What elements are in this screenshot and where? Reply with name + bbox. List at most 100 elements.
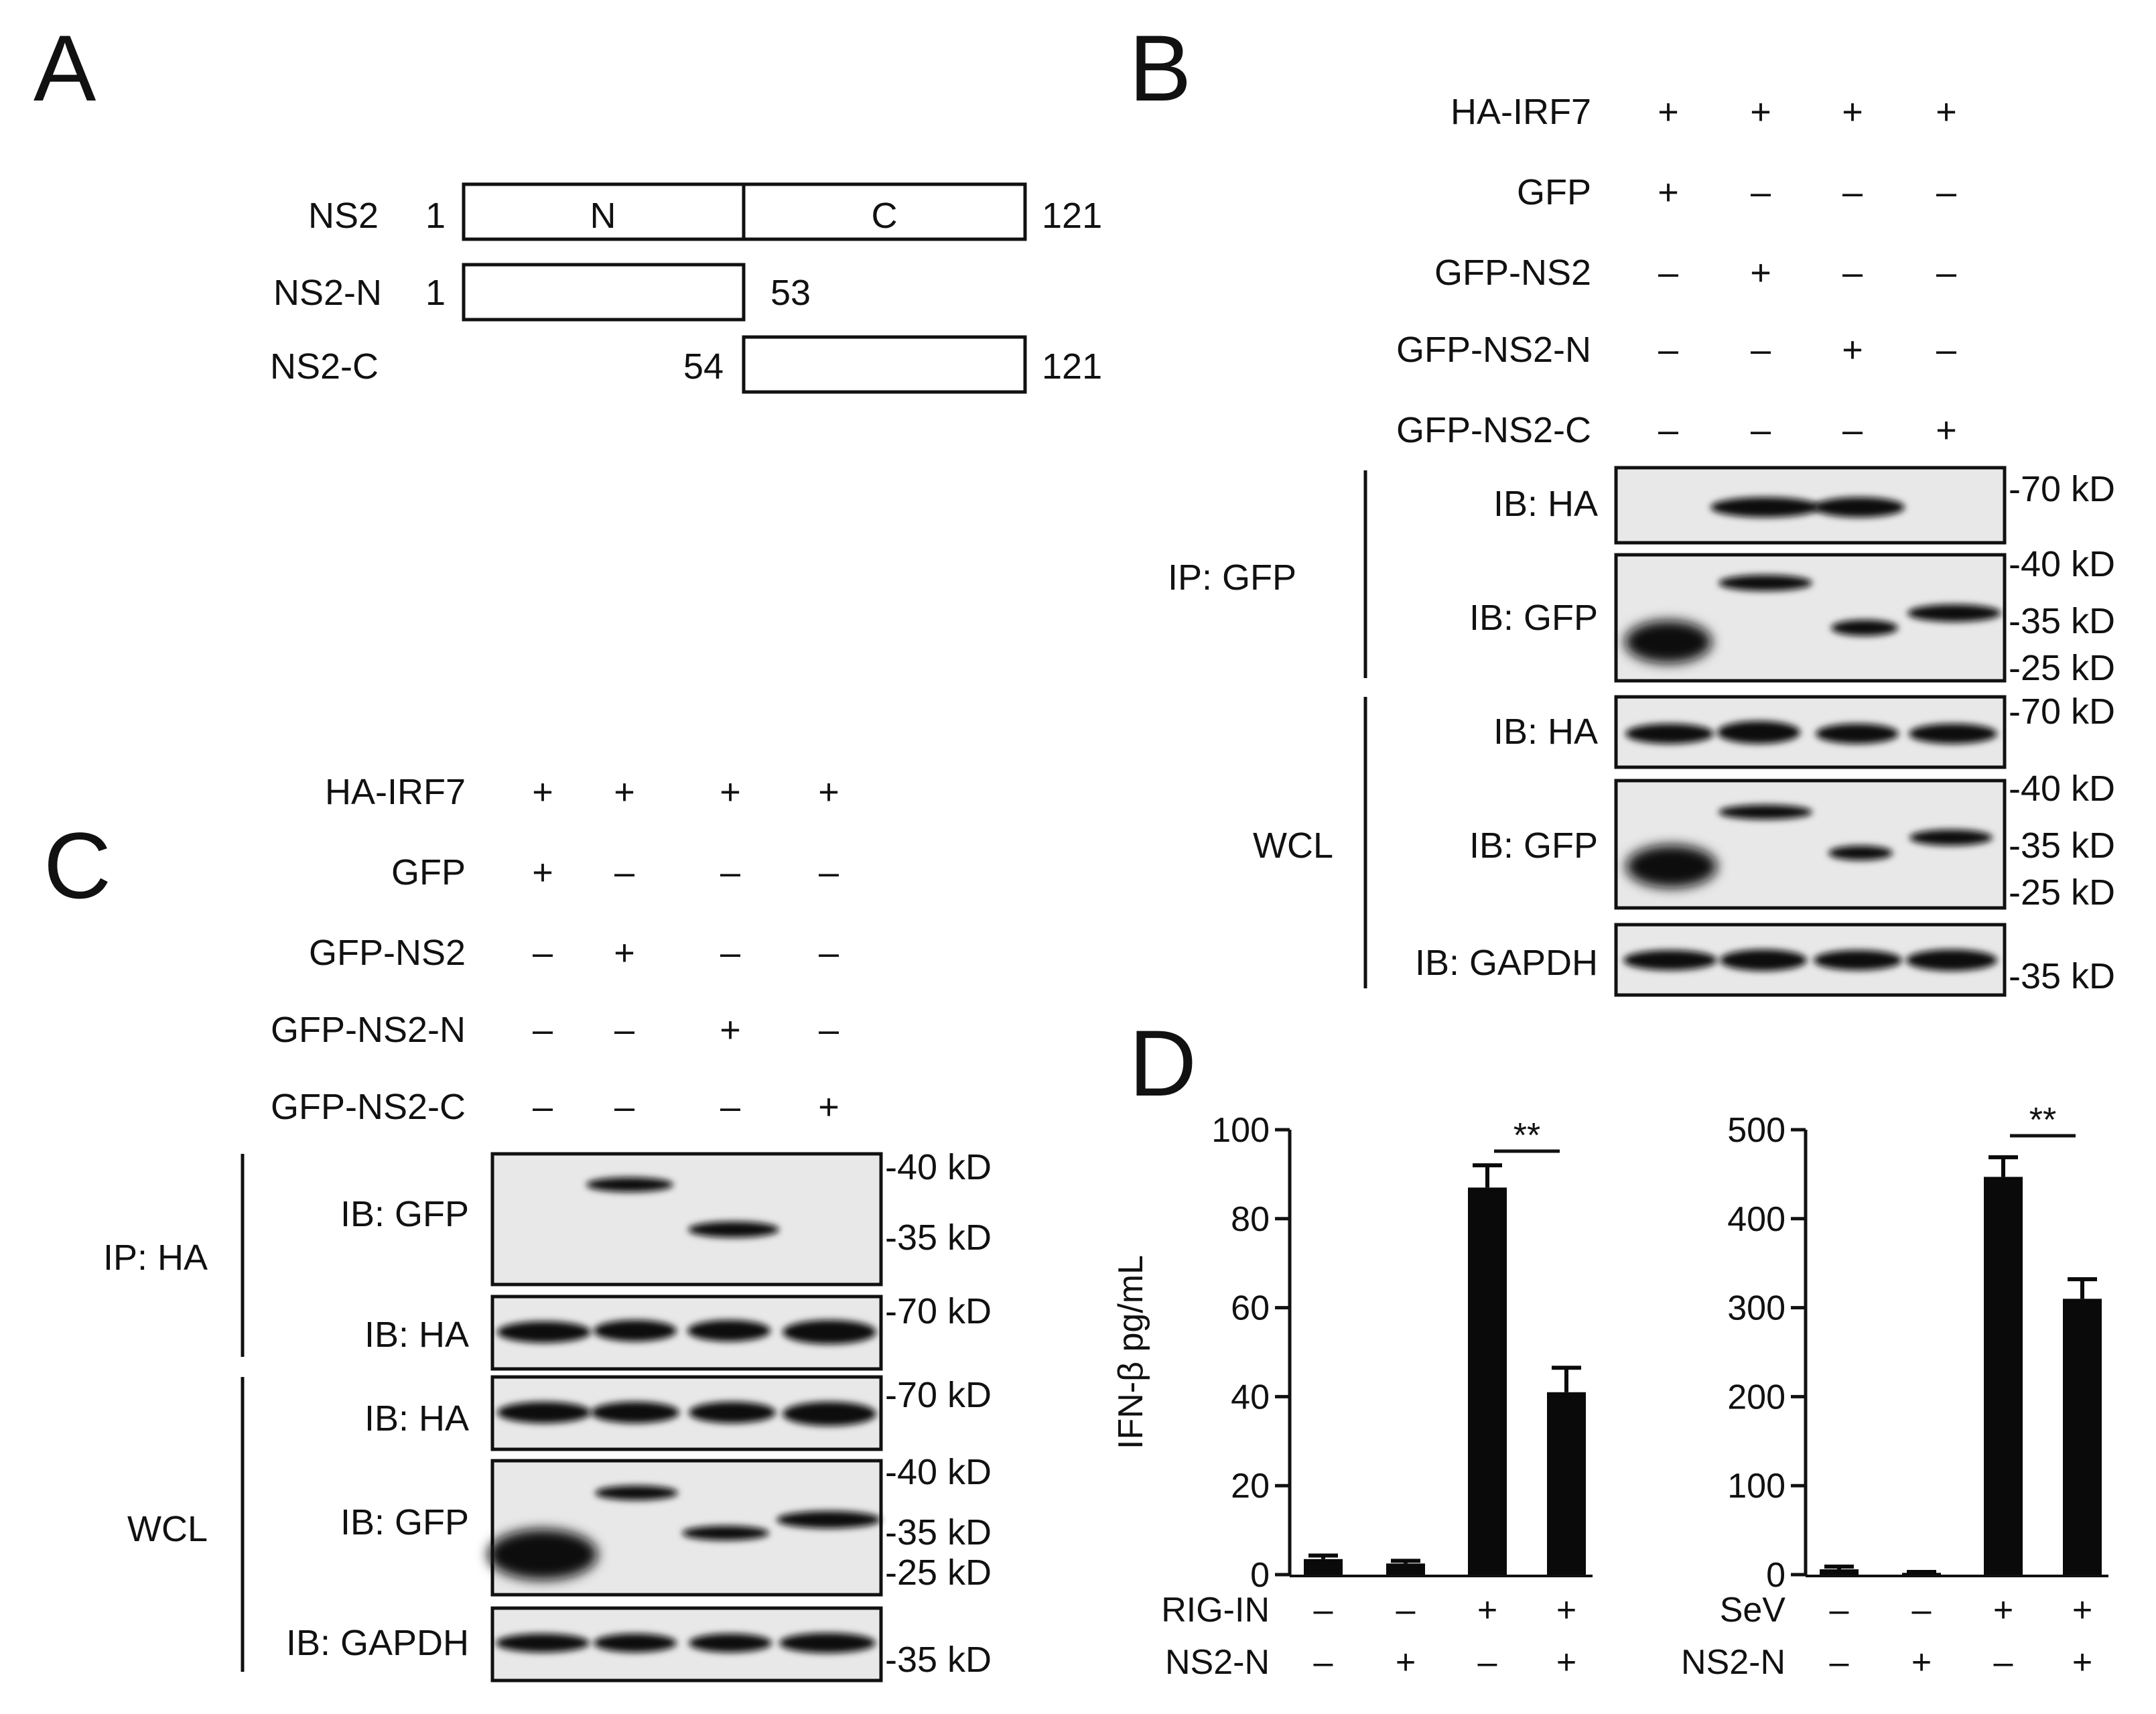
chart-1-y-tick-label-2: 200 [1727, 1378, 1786, 1416]
panel_c-blot-3-marker-2: -25 kD [885, 1553, 992, 1593]
chart-0-condition-0-sign-2: + [1477, 1591, 1497, 1630]
panel-b: B HA-IRF7 + + + + GFP + – – – GFP-NS2 – + – – GFP-NS2-N… [1129, 15, 2115, 997]
ns2c-end: 121 [1042, 346, 1102, 387]
panel_c-blot-4-band-1 [594, 1634, 677, 1652]
chart-0-bar-3 [1547, 1392, 1586, 1575]
chart-1-condition-1-sign-2: – [1994, 1643, 2013, 1682]
panel_c-blot-3-label: IB: GFP [340, 1502, 469, 1542]
ns2c-domain-box [742, 335, 1027, 394]
panel_b-blot-0-marker-0: -70 kD [2009, 469, 2115, 509]
panel_b-blot-3-marker-1: -35 kD [2009, 826, 2115, 866]
chart-0-condition-1-sign-0: – [1314, 1643, 1333, 1682]
panel_c-blot-4-label: IB: GAPDH [286, 1623, 469, 1663]
panel_c-row-label-0: HA-IRF7 [325, 772, 466, 812]
panel_b-row-4-sign-2: – [1842, 410, 1863, 450]
panel-c-wcl-group: WCL [127, 1509, 208, 1549]
panel_b-blot-0-label: IB: HA [1493, 484, 1598, 524]
panel_b-blot-2-marker-0: -70 kD [2009, 691, 2115, 732]
chart-1-condition-1-sign-1: + [1911, 1643, 1932, 1682]
panel_b-row-1-sign-2: – [1842, 172, 1863, 212]
panel_c-row-label-3: GFP-NS2-N [271, 1010, 466, 1050]
panel_c-blot-1-band-1 [594, 1320, 677, 1341]
panel_b-blot-4-label: IB: GAPDH [1415, 943, 1598, 983]
panel_b-row-2-sign-1: + [1750, 253, 1771, 293]
panel_c-row-3-sign-0: – [533, 1010, 553, 1050]
panel_c-blot-2-band-3 [783, 1402, 876, 1426]
panel_c-blot-0-band-1 [688, 1222, 779, 1238]
panel-a-letter: A [33, 15, 96, 121]
panel_b-blot-3-band-3 [1626, 845, 1717, 888]
panel_b-row-label-2: GFP-NS2 [1434, 253, 1591, 293]
panel_c-row-1-sign-0: + [532, 852, 553, 893]
chart-0-y-tick-label-4: 80 [1231, 1200, 1270, 1239]
panel-c: C HA-IRF7 + + + + GFP + – – – GFP-NS2 – + – – GFP-NS2-N… [44, 772, 992, 1683]
panel_b-row-label-0: HA-IRF7 [1451, 92, 1591, 132]
panel_c-blot-3-band-0 [595, 1486, 678, 1500]
panel_c-row-label-4: GFP-NS2-C [271, 1087, 466, 1127]
panel_c-blot-4-band-3 [779, 1633, 876, 1653]
panel_b-row-2-sign-2: – [1842, 253, 1863, 293]
panel_b-row-3-sign-0: – [1658, 330, 1678, 370]
panel-b-wcl-group: WCL [1253, 826, 1333, 866]
chart-0-bar-2 [1468, 1187, 1507, 1575]
chart-1-condition-0-sign-1: – [1912, 1591, 1932, 1630]
ns2n-end: 53 [770, 273, 811, 313]
panel_c-blot-3-band-3 [488, 1529, 598, 1580]
panel_c-blot-4-band-0 [496, 1634, 590, 1652]
panel_c-row-0-sign-3: + [818, 772, 839, 812]
panel_b-blot-2-label: IB: HA [1493, 712, 1598, 752]
panel_c-blot-0-label: IB: GFP [340, 1194, 469, 1234]
panel_b-blot-1-band-1 [1831, 620, 1898, 636]
panel_c-blot-2-band-0 [497, 1402, 591, 1423]
panel_c-blot-2-marker-0: -70 kD [885, 1375, 992, 1415]
panel_b-row-label-3: GFP-NS2-N [1396, 330, 1591, 370]
ns2c-name: NS2-C [270, 346, 379, 387]
panel-c-condition-rows: HA-IRF7 + + + + GFP + – – – GFP-NS2 – + – – GFP-NS2-N – –… [271, 772, 839, 1127]
panel_b-row-2-sign-3: – [1936, 253, 1956, 293]
panel_c-row-0-sign-2: + [720, 772, 741, 812]
panel_b-blot-3-marker-0: -40 kD [2009, 769, 2115, 809]
panel_b-blot-1-band-3 [1625, 620, 1712, 663]
ns2n-name: NS2-N [273, 273, 382, 313]
chart-0-condition-label-0: RIG-IN [1161, 1591, 1270, 1630]
chart-1-condition-1-sign-0: – [1830, 1643, 1849, 1682]
panel-b-ip-group: IP: GFP [1168, 557, 1296, 598]
panel-d-letter: D [1129, 1010, 1197, 1116]
panel_c-row-4-sign-0: – [533, 1087, 553, 1127]
panel_c-blot-3-band-2 [777, 1511, 881, 1528]
panel_c-blot-3-marker-0: -40 kD [885, 1452, 992, 1492]
panel_c-row-2-sign-0: – [533, 933, 553, 973]
panel_c-row-label-1: GFP [391, 852, 466, 893]
panel_c-blot-2-band-1 [591, 1402, 679, 1423]
chart-0-bar-0 [1304, 1559, 1343, 1575]
panel_c-blot-0-band-0 [586, 1177, 673, 1192]
ns2-end: 121 [1042, 196, 1102, 236]
panel_c-blot-4-band-2 [689, 1634, 772, 1652]
panel_c-row-2-sign-1: + [614, 933, 635, 973]
chart-0-condition-1-sign-3: + [1556, 1643, 1576, 1682]
panel_c-blot-1-marker-0: -70 kD [885, 1291, 992, 1331]
panel_c-row-4-sign-1: – [614, 1087, 634, 1127]
ifn-beta-rig-in-chart: 0 20 40 60 80 100 IFN-β pg/mL ** RIG-IN – – + + NS2-N… [1111, 1111, 1593, 1682]
ns2-name: NS2 [308, 196, 379, 236]
panel-c-blots: IB: GFP -40 kD -35 kD IB: HA -70 kD IB: HA -70… [286, 1147, 992, 1683]
panel_b-blot-4-marker-0: -35 kD [2009, 956, 2115, 996]
panel_b-blot-4-band-0 [1623, 950, 1717, 970]
ns2-start: 1 [425, 196, 446, 236]
panel_c-blot-1-band-0 [497, 1321, 591, 1343]
chart-1-y-tick-label-3: 300 [1727, 1289, 1786, 1328]
chart-0-condition-0-sign-3: + [1556, 1591, 1576, 1630]
panel_c-blot-4-marker-0: -35 kD [885, 1640, 992, 1680]
panel_b-row-3-sign-2: + [1842, 330, 1863, 370]
panel_b-row-2-sign-0: – [1658, 253, 1678, 293]
chart-0-y-tick-label-5: 100 [1211, 1111, 1270, 1150]
panel_b-row-label-4: GFP-NS2-C [1396, 410, 1591, 450]
chart-0-condition-1-sign-2: – [1478, 1643, 1497, 1682]
chart-1-condition-0-sign-0: – [1830, 1591, 1849, 1630]
panel_b-blot-1-band-0 [1719, 575, 1812, 591]
panel_b-row-1-sign-1: – [1751, 172, 1771, 212]
panel_b-row-0-sign-0: + [1658, 92, 1679, 132]
chart-1-y-tick-label-0: 0 [1766, 1556, 1786, 1595]
panel_b-blot-3-band-0 [1719, 805, 1812, 819]
chart-0-significance-label: ** [1513, 1116, 1540, 1155]
